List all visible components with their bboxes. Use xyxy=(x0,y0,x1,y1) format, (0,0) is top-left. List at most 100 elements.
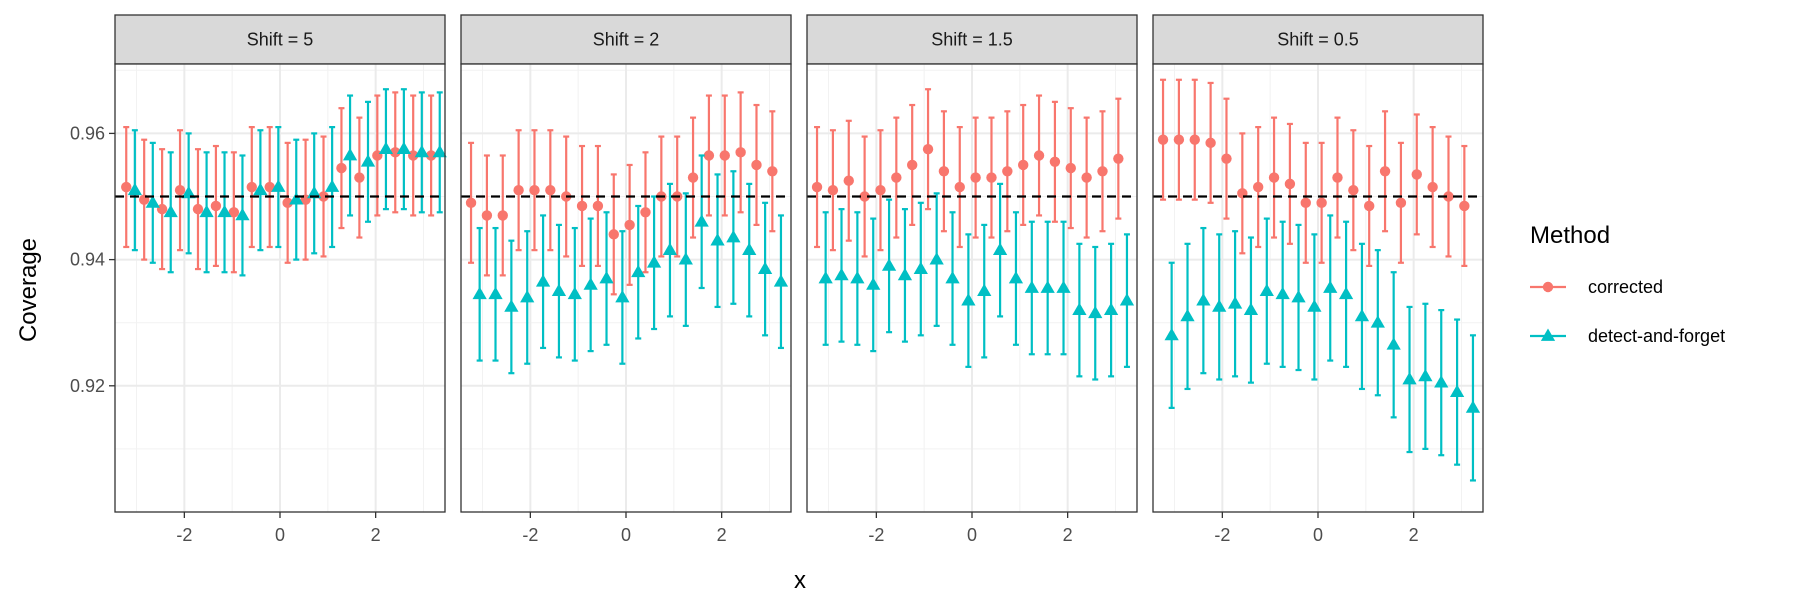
data-point-detect-and-forget xyxy=(710,233,725,246)
data-point-detect-and-forget xyxy=(1164,327,1179,341)
data-point-corrected xyxy=(1221,153,1232,164)
data-point-corrected xyxy=(1033,150,1045,161)
facet-panels: Shift = 5-2 0 20.920.940.96 Shift = 2 -2 0 2 Sh… xyxy=(70,14,1484,545)
data-point-detect-and-forget xyxy=(742,242,757,256)
data-point-corrected xyxy=(1065,162,1076,174)
data-point-corrected xyxy=(1379,166,1391,177)
panel-strip-title: Shift = 1.5 xyxy=(931,30,1013,50)
panel-strip-title: Shift = 2 xyxy=(593,30,660,50)
data-point-detect-and-forget xyxy=(127,182,142,196)
data-point-detect-and-forget xyxy=(1307,299,1322,312)
data-point-detect-and-forget xyxy=(1103,302,1119,315)
data-point-detect-and-forget xyxy=(1449,384,1465,397)
data-point-corrected xyxy=(843,175,854,186)
data-point-corrected xyxy=(624,219,635,231)
data-point-corrected xyxy=(246,181,257,193)
data-point-detect-and-forget xyxy=(378,141,394,155)
series-detect-and-forget xyxy=(1164,214,1481,482)
data-point-detect-and-forget xyxy=(1119,293,1135,306)
data-point-detect-and-forget xyxy=(1243,302,1259,315)
data-point-corrected xyxy=(970,172,981,183)
data-point-corrected xyxy=(1316,197,1327,209)
legend-label: corrected xyxy=(1588,277,1663,297)
panel-strip xyxy=(114,14,446,65)
data-point-corrected xyxy=(1173,134,1185,145)
data-point-corrected xyxy=(497,210,508,221)
data-point-corrected xyxy=(1081,172,1092,183)
data-point-corrected xyxy=(1205,137,1216,149)
data-point-detect-and-forget xyxy=(1008,271,1024,284)
x-tick-label: 2 xyxy=(717,525,727,545)
data-point-detect-and-forget xyxy=(535,274,551,287)
series-corrected xyxy=(121,91,437,274)
data-point-detect-and-forget xyxy=(396,141,411,155)
data-point-detect-and-forget xyxy=(1354,308,1370,322)
data-point-corrected xyxy=(938,166,950,177)
data-point-corrected xyxy=(1252,181,1264,193)
data-point-detect-and-forget xyxy=(773,274,789,287)
panel-grid xyxy=(461,64,791,512)
data-point-detect-and-forget xyxy=(757,261,773,274)
legend-key-marker xyxy=(1542,281,1554,293)
y-tick-label: 0.96 xyxy=(70,123,105,143)
data-point-corrected xyxy=(1395,197,1407,209)
data-point-corrected xyxy=(1300,197,1311,209)
x-tick-label: -2 xyxy=(176,525,192,545)
data-point-detect-and-forget xyxy=(1227,296,1243,309)
data-point-corrected xyxy=(210,200,222,212)
panel-grid xyxy=(1153,64,1483,512)
panel-strip xyxy=(1152,14,1484,65)
data-point-detect-and-forget xyxy=(360,154,376,167)
x-tick-label: 0 xyxy=(967,525,977,545)
legend-key-marker xyxy=(1540,328,1556,341)
data-point-corrected xyxy=(465,197,477,209)
data-point-detect-and-forget xyxy=(583,277,598,290)
data-point-corrected xyxy=(1443,191,1454,202)
data-point-corrected xyxy=(1332,172,1343,183)
data-point-detect-and-forget xyxy=(646,255,662,268)
data-point-corrected xyxy=(1284,178,1296,190)
data-point-corrected xyxy=(735,147,746,158)
data-point-detect-and-forget xyxy=(1434,375,1449,388)
data-point-corrected xyxy=(1017,159,1029,171)
panel-grid xyxy=(807,64,1137,512)
data-point-corrected xyxy=(156,203,168,215)
data-point-detect-and-forget xyxy=(1259,283,1274,297)
data-point-corrected xyxy=(719,150,730,161)
data-point-corrected xyxy=(407,150,419,161)
axis-titles: x Coverage xyxy=(15,238,806,594)
x-tick-label: -2 xyxy=(868,525,884,545)
data-point-detect-and-forget xyxy=(631,264,646,278)
data-point-detect-and-forget xyxy=(472,286,487,300)
data-point-detect-and-forget xyxy=(897,267,913,281)
data-point-corrected xyxy=(767,166,778,177)
data-point-detect-and-forget xyxy=(726,230,741,243)
panel-strip xyxy=(806,14,1138,65)
data-point-detect-and-forget xyxy=(432,144,447,158)
data-point-corrected xyxy=(687,172,699,183)
data-point-detect-and-forget xyxy=(253,182,268,196)
data-point-detect-and-forget xyxy=(342,147,358,161)
data-point-detect-and-forget xyxy=(961,293,976,306)
data-point-detect-and-forget xyxy=(325,179,340,192)
data-point-corrected xyxy=(703,150,715,161)
data-point-corrected xyxy=(425,150,437,161)
data-point-detect-and-forget xyxy=(271,179,286,192)
data-point-corrected xyxy=(891,172,902,183)
data-point-detect-and-forget xyxy=(199,204,214,218)
data-point-detect-and-forget xyxy=(1056,280,1071,293)
data-point-corrected xyxy=(1157,134,1169,145)
data-point-detect-and-forget xyxy=(567,286,582,300)
data-point-detect-and-forget xyxy=(520,289,535,303)
data-point-detect-and-forget xyxy=(818,271,833,284)
data-point-corrected xyxy=(513,184,524,196)
series-detect-and-forget xyxy=(127,88,447,277)
data-point-corrected xyxy=(264,181,275,193)
panel-1: Shift = 5 -2 0 2 0.92 0.94 0.96 xyxy=(70,14,447,545)
data-point-corrected xyxy=(174,184,186,196)
series-detect-and-forget xyxy=(472,154,789,375)
data-point-detect-and-forget xyxy=(662,242,678,256)
data-point-corrected xyxy=(751,159,762,171)
panel-strip xyxy=(460,14,792,65)
